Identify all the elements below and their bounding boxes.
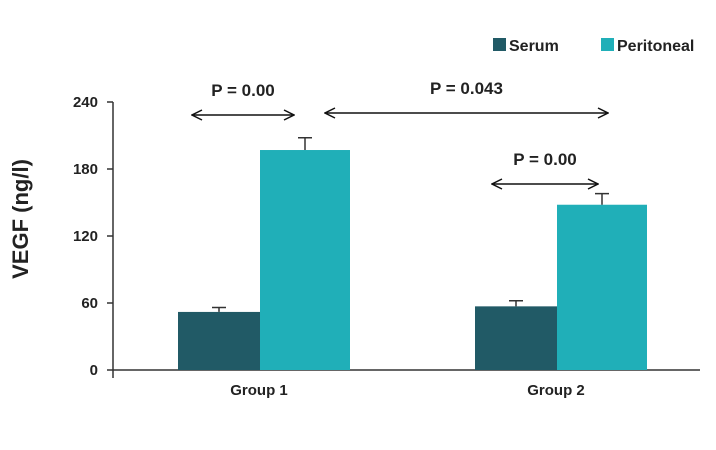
category-label-group-2: Group 2 bbox=[527, 382, 585, 399]
bar-peritoneal-group-2 bbox=[557, 204, 647, 370]
legend-label-serum: Serum bbox=[509, 38, 559, 55]
legend-swatch-serum bbox=[493, 38, 506, 51]
error-bar-peritoneal-group-2 bbox=[595, 192, 609, 205]
error-bar-serum-group-1 bbox=[212, 306, 226, 312]
y-tick-label: 60 bbox=[81, 295, 98, 312]
p-value-label-3: P = 0.00 bbox=[513, 150, 577, 169]
legend-swatch-peritoneal bbox=[601, 38, 614, 51]
category-labels: Group 1 Group 2 bbox=[230, 382, 585, 399]
y-tick-label: 0 bbox=[90, 362, 98, 379]
bars bbox=[178, 136, 647, 370]
legend: Serum Peritoneal bbox=[493, 38, 694, 55]
y-tick-label: 240 bbox=[73, 94, 98, 111]
bar-serum-group-2 bbox=[475, 306, 557, 370]
y-tick-label: 180 bbox=[73, 161, 98, 178]
y-axis-label: VEGF (ng/l) bbox=[8, 159, 33, 279]
error-bar-serum-group-2 bbox=[509, 300, 523, 307]
y-tick-label: 120 bbox=[73, 228, 98, 245]
bar-serum-group-1 bbox=[178, 311, 260, 370]
y-axis-ticks: 0 60 120 180 240 bbox=[73, 94, 113, 379]
significance-annotations: P = 0.00 P = 0.043 P = 0.00 bbox=[192, 79, 608, 184]
category-label-group-1: Group 1 bbox=[230, 382, 288, 399]
error-bar-peritoneal-group-1 bbox=[298, 136, 312, 151]
legend-label-peritoneal: Peritoneal bbox=[617, 38, 694, 55]
p-value-label-2: P = 0.043 bbox=[430, 79, 503, 98]
bar-peritoneal-group-1 bbox=[260, 150, 350, 370]
p-value-label-1: P = 0.00 bbox=[211, 81, 275, 100]
